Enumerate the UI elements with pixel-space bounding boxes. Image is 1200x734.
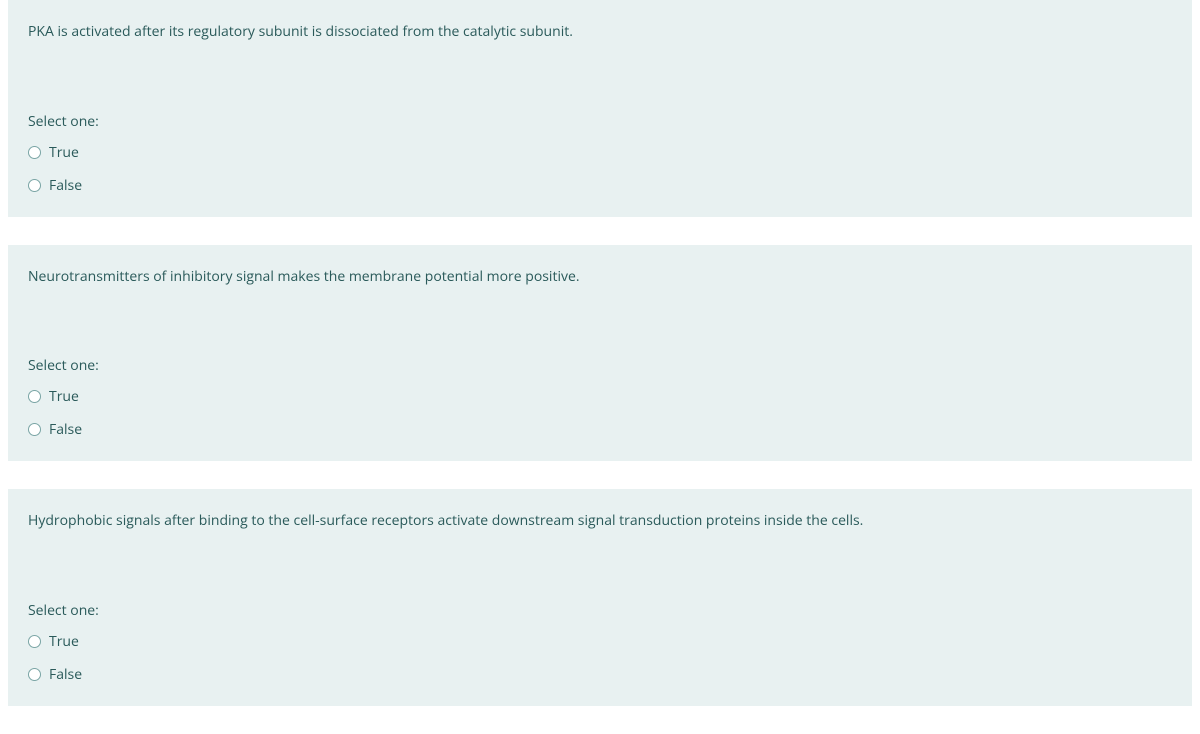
- select-one-label: Select one:: [28, 356, 1172, 375]
- question-block: PKA is activated after its regulatory su…: [8, 0, 1192, 217]
- select-one-label: Select one:: [28, 601, 1172, 620]
- option-row: True: [28, 143, 1172, 162]
- option-label-true[interactable]: True: [49, 632, 79, 651]
- question-text: Neurotransmitters of inhibitory signal m…: [28, 267, 1172, 287]
- option-label-true[interactable]: True: [49, 143, 79, 162]
- option-label-false[interactable]: False: [49, 665, 82, 684]
- option-label-false[interactable]: False: [49, 176, 82, 195]
- option-row: True: [28, 387, 1172, 406]
- question-block: Neurotransmitters of inhibitory signal m…: [8, 245, 1192, 462]
- option-row: False: [28, 420, 1172, 439]
- radio-true[interactable]: [28, 390, 41, 403]
- select-one-label: Select one:: [28, 112, 1172, 131]
- radio-true[interactable]: [28, 146, 41, 159]
- radio-false[interactable]: [28, 179, 41, 192]
- radio-false[interactable]: [28, 423, 41, 436]
- question-text: Hydrophobic signals after binding to the…: [28, 511, 1172, 531]
- option-row: True: [28, 632, 1172, 651]
- option-row: False: [28, 665, 1172, 684]
- option-label-false[interactable]: False: [49, 420, 82, 439]
- option-row: False: [28, 176, 1172, 195]
- radio-true[interactable]: [28, 635, 41, 648]
- option-label-true[interactable]: True: [49, 387, 79, 406]
- radio-false[interactable]: [28, 668, 41, 681]
- question-block: Hydrophobic signals after binding to the…: [8, 489, 1192, 706]
- question-text: PKA is activated after its regulatory su…: [28, 22, 1172, 42]
